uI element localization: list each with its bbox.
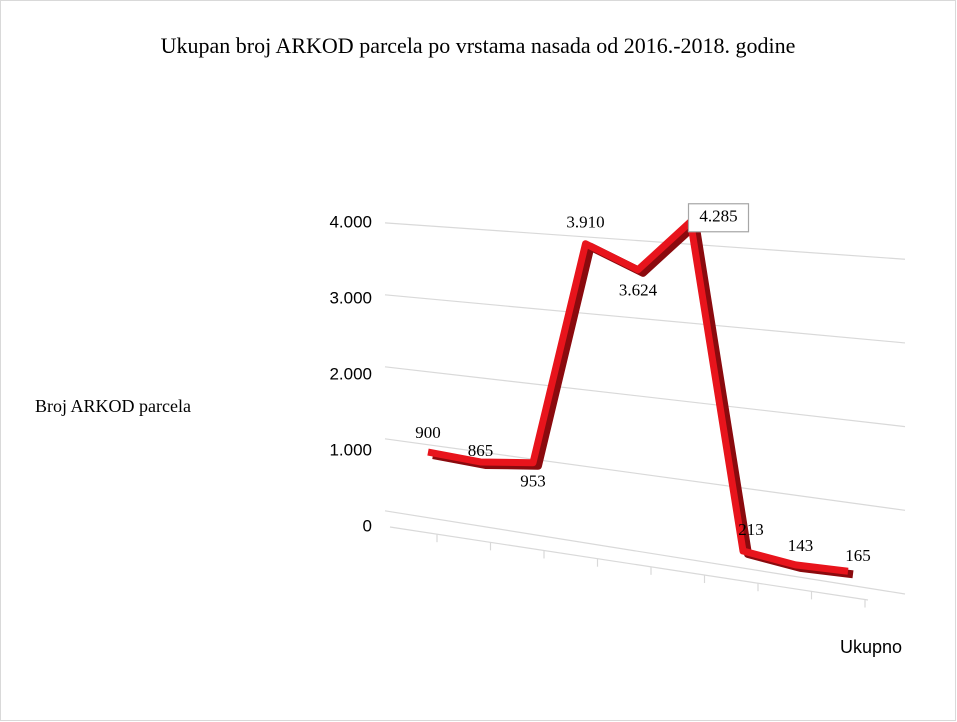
data-label: 143 (788, 536, 814, 555)
grid-line (384, 438, 906, 511)
data-label: 900 (415, 423, 441, 442)
grid-line (384, 222, 906, 260)
x-axis-line (389, 526, 869, 601)
data-label: 3.624 (619, 281, 658, 300)
grid-line (384, 294, 906, 344)
y-tick-label: 3.000 (329, 288, 372, 307)
y-tick-label: 1.000 (329, 440, 372, 459)
data-label: 953 (520, 472, 546, 491)
y-tick-label: 4.000 (329, 212, 372, 231)
line-depth (432, 220, 854, 579)
y-tick-label: 0 (363, 516, 372, 535)
grid-line (384, 510, 906, 595)
label-box (687, 203, 750, 233)
x-axis-label: Ukupno (840, 637, 902, 657)
data-label: 165 (845, 546, 871, 565)
data-label: 865 (468, 441, 494, 460)
line (427, 218, 849, 575)
data-label: 4.285 (699, 207, 737, 226)
y-axis-label: Broj ARKOD parcela (35, 396, 191, 416)
data-label: 213 (738, 520, 764, 539)
y-tick-label: 2.000 (329, 364, 372, 383)
chart-title: Ukupan broj ARKOD parcela po vrstama nas… (161, 33, 796, 58)
data-label: 3.910 (566, 213, 604, 232)
grid-line (384, 366, 906, 428)
